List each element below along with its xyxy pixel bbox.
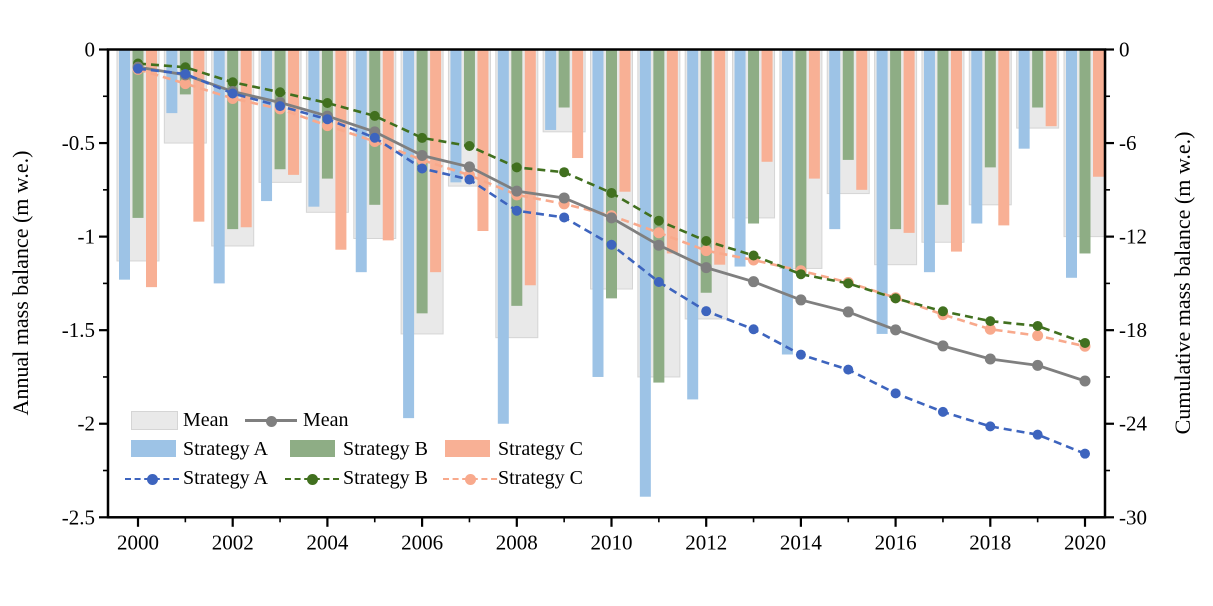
svg-text:-1.5: -1.5 (62, 318, 95, 342)
bars-layer (116, 49, 1107, 497)
svg-text:2016: 2016 (875, 530, 917, 554)
svg-text:2018: 2018 (969, 530, 1011, 554)
right-axis-title: Cumulative mass balance (m w.e.) (1170, 132, 1195, 435)
svg-text:-24: -24 (1119, 412, 1147, 436)
lines-layer (132, 58, 1091, 459)
svg-text:2002: 2002 (212, 530, 254, 554)
svg-text:2010: 2010 (591, 530, 633, 554)
svg-text:2000: 2000 (117, 530, 159, 554)
svg-text:-0.5: -0.5 (62, 131, 95, 155)
svg-text:2012: 2012 (685, 530, 727, 554)
svg-text:0: 0 (1119, 38, 1130, 62)
svg-text:-30: -30 (1119, 505, 1147, 529)
svg-text:-2.5: -2.5 (62, 505, 95, 529)
svg-text:2004: 2004 (306, 530, 349, 554)
svg-text:2020: 2020 (1064, 530, 1106, 554)
svg-text:0: 0 (85, 38, 96, 62)
svg-text:-1: -1 (78, 225, 96, 249)
left-axis-title: Annual mass balance (m w.e.) (8, 151, 33, 416)
svg-text:2006: 2006 (401, 530, 443, 554)
svg-text:2014: 2014 (780, 530, 823, 554)
axes-layer: 0 -0.5 -1 -1.5 -2 -2.5 0 -6 -12 -18 -24 -30 2000 2002… (62, 38, 1148, 555)
svg-text:-6: -6 (1119, 131, 1137, 155)
svg-text:-12: -12 (1119, 225, 1147, 249)
svg-text:-2: -2 (78, 412, 96, 436)
svg-text:-18: -18 (1119, 318, 1147, 342)
svg-text:2008: 2008 (496, 530, 538, 554)
